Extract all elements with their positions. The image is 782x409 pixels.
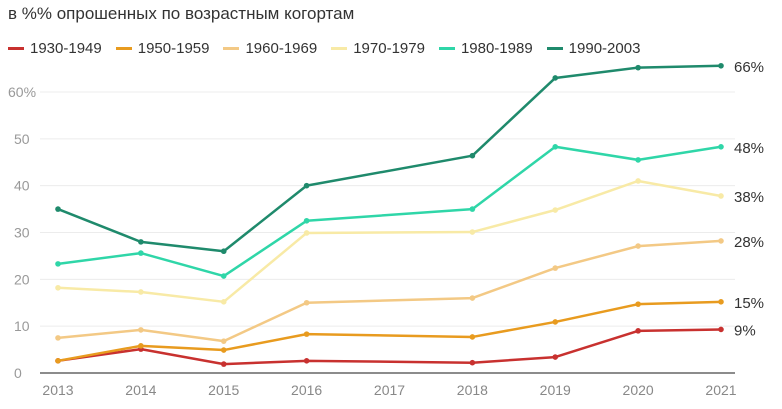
data-point	[718, 326, 724, 333]
legend-item: 1990-2003	[546, 40, 641, 57]
data-point	[138, 250, 144, 256]
data-point	[635, 301, 641, 307]
data-point	[552, 143, 559, 150]
data-point	[469, 152, 476, 159]
x-tick-label: 2015	[208, 382, 239, 398]
data-point	[718, 62, 724, 69]
legend-swatch	[115, 47, 132, 50]
data-point	[220, 361, 227, 367]
data-point	[138, 343, 144, 349]
data-point	[718, 299, 724, 305]
x-tick-label: 2014	[125, 382, 156, 398]
legend-swatch	[8, 47, 24, 50]
data-point	[552, 319, 559, 325]
x-tick-label: 2016	[291, 382, 322, 398]
data-point	[469, 334, 476, 340]
data-point	[303, 182, 310, 189]
data-point	[469, 206, 476, 212]
data-point	[55, 284, 61, 291]
legend-label: 1990-2003	[568, 40, 641, 57]
data-point	[138, 327, 144, 333]
legend-item: 1980-1989	[438, 40, 533, 57]
legend-label: 1930-1949	[30, 40, 102, 57]
x-tick-label: 2020	[623, 382, 654, 398]
data-point	[303, 230, 310, 236]
series-line-1990-2003	[57, 64, 722, 253]
legend-item: 1930-1949	[8, 40, 102, 57]
data-point	[718, 238, 724, 244]
x-tick-label: 2013	[42, 382, 73, 398]
data-point	[469, 229, 476, 235]
legend-label: 1970-1979	[353, 40, 425, 57]
data-point	[635, 178, 641, 184]
end-label: 9%	[734, 322, 756, 339]
data-point	[220, 347, 227, 353]
y-tick-label: 60%	[8, 84, 36, 100]
y-tick-label: 10	[14, 318, 30, 334]
data-point	[220, 248, 227, 255]
data-point	[220, 338, 227, 344]
data-point	[635, 243, 641, 249]
y-tick-label: 0	[14, 365, 22, 381]
legend-swatch	[223, 47, 240, 50]
x-tick-label: 2017	[374, 382, 405, 398]
data-point	[55, 358, 61, 364]
data-point	[303, 217, 310, 224]
legend-label: 1980-1989	[460, 40, 533, 57]
data-point	[220, 299, 227, 305]
data-point	[303, 299, 310, 306]
data-point	[635, 328, 641, 334]
legend-swatch	[438, 47, 455, 50]
data-point	[635, 64, 641, 71]
legend-item: 1960-1969	[223, 40, 317, 57]
series-line-1930-1949	[57, 328, 722, 366]
series-line-1970-1979	[57, 179, 722, 304]
data-point	[552, 354, 559, 360]
end-label: 38%	[734, 189, 764, 206]
series-line-1980-1989	[57, 145, 722, 278]
chart-subtitle: в %% опрошенных по возрастным когортам	[8, 4, 355, 23]
legend-label: 1960-1969	[245, 40, 318, 57]
data-point	[138, 239, 144, 245]
legend-item: 1970-1979	[331, 40, 425, 57]
data-point	[552, 207, 559, 213]
data-point	[469, 295, 476, 301]
y-tick-label: 20	[14, 271, 30, 287]
data-point	[469, 359, 476, 366]
end-label: 66%	[734, 59, 764, 76]
data-point	[55, 335, 61, 341]
y-tick-label: 40	[14, 178, 30, 194]
legend-item: 1950-1959	[115, 40, 210, 57]
series-line-1950-1959	[57, 300, 722, 363]
end-label: 15%	[734, 295, 764, 312]
x-tick-label: 2021	[705, 382, 736, 398]
data-point	[635, 157, 641, 163]
x-tick-label: 2019	[540, 382, 571, 398]
y-tick-label: 30	[14, 225, 30, 241]
data-point	[552, 265, 559, 271]
legend-swatch	[331, 47, 348, 50]
data-point	[303, 358, 310, 364]
data-point	[718, 193, 724, 199]
series-line-1960-1969	[57, 239, 722, 343]
end-label: 28%	[734, 234, 764, 251]
data-point	[55, 261, 61, 267]
y-tick-label: 50	[14, 131, 30, 147]
legend-label: 1950-1959	[137, 40, 210, 57]
data-point	[220, 273, 227, 279]
data-point	[55, 206, 61, 212]
data-point	[303, 331, 310, 337]
x-tick-label: 2018	[457, 382, 488, 398]
data-point	[138, 289, 144, 295]
data-point	[552, 75, 559, 81]
end-label: 48%	[734, 140, 764, 157]
legend: 1930-1949 1950-1959 1960-1969 1970-1979 1980…	[8, 40, 640, 57]
legend-swatch	[546, 47, 563, 50]
data-point	[718, 143, 724, 150]
